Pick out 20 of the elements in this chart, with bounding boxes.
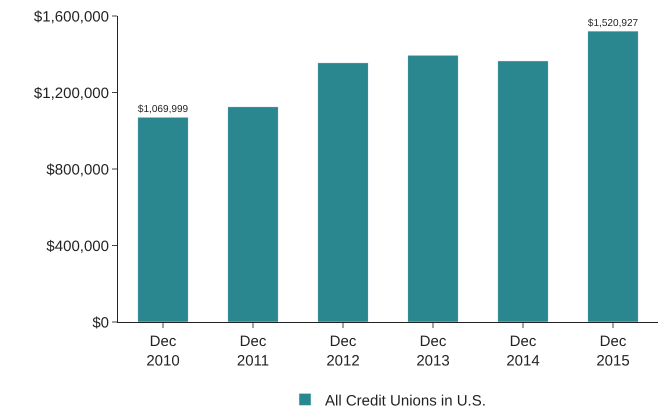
y-tick-label: $0 [92,314,109,332]
data-label: $1,069,999 [138,104,189,116]
y-tick-label: $1,200,000 [34,84,109,102]
legend-label: All Credit Unions in U.S. [325,392,486,410]
bar [498,60,548,322]
y-tick-label: $800,000 [46,161,109,178]
bar [318,62,368,322]
x-tick-label: Dec 2012 [326,333,360,370]
y-tick-label: $400,000 [46,238,109,255]
bar [588,30,638,322]
bar [408,55,458,322]
x-tick-label: Dec 2013 [416,333,450,370]
x-tick-label: Dec 2014 [506,333,540,370]
bar [228,106,278,322]
x-tick-label: Dec 2010 [146,333,180,370]
bar [138,117,188,322]
x-tick-label: Dec 2015 [596,333,630,370]
x-tick-label: Dec 2011 [236,333,270,370]
y-tick-label: $1,600,000 [34,8,109,26]
data-label: $1,520,927 [588,18,639,29]
